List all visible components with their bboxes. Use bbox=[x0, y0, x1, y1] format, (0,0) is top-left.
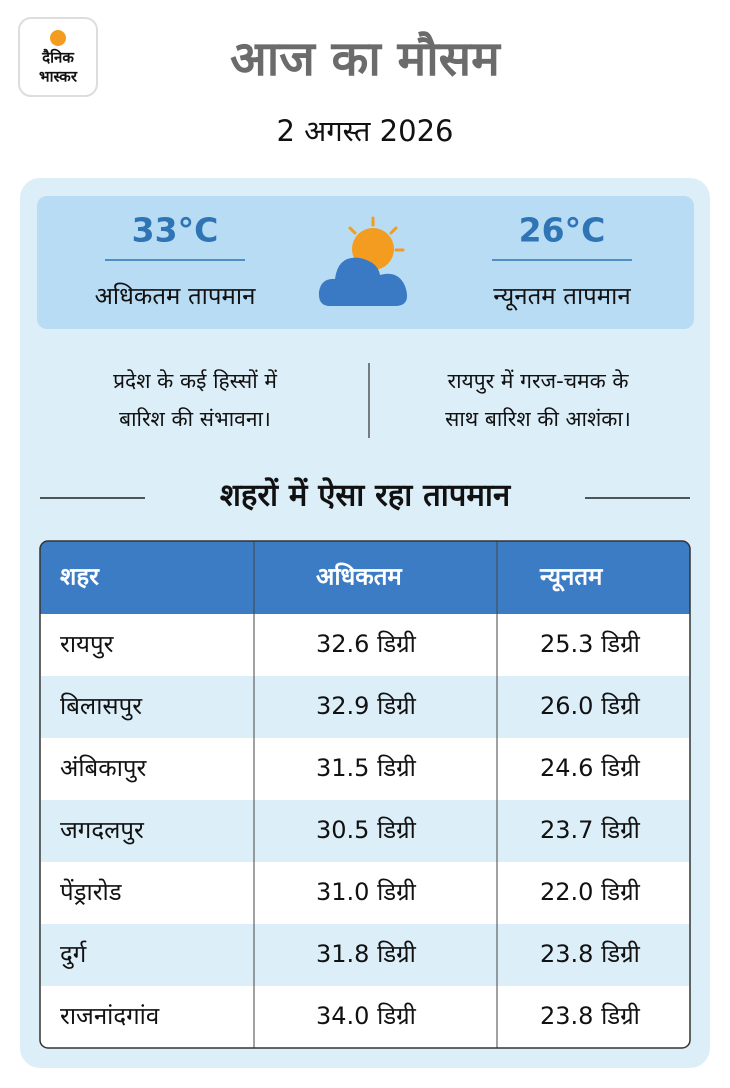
min-temp: 26°C bbox=[519, 211, 606, 250]
table-cell: 23.7 डिग्री bbox=[540, 816, 641, 844]
table-cell: 24.6 डिग्री bbox=[540, 754, 641, 782]
max-temp: 33°C bbox=[132, 211, 219, 250]
table-cell: 31.0 डिग्री bbox=[316, 878, 417, 906]
table-cell: 26.0 डिग्री bbox=[540, 692, 641, 720]
table-cell: रायपुर bbox=[60, 630, 115, 659]
min-label: न्यूनतम तापमान bbox=[493, 282, 631, 311]
table-cell: 23.8 डिग्री bbox=[540, 940, 641, 968]
weather-icon bbox=[318, 216, 408, 306]
column-header: न्यूनतम bbox=[539, 563, 604, 593]
note: साथ बारिश की आशंका। bbox=[445, 407, 631, 431]
column-header: अधिकतम bbox=[316, 563, 403, 591]
table-cell: बिलासपुर bbox=[60, 692, 143, 721]
table-cell: 22.0 डिग्री bbox=[540, 878, 641, 906]
table-cell: 25.3 डिग्री bbox=[540, 630, 641, 658]
table-cell: 32.9 डिग्री bbox=[316, 692, 417, 720]
table-bg bbox=[40, 541, 690, 1048]
section-title: शहरों में ऐसा रहा तापमान bbox=[220, 477, 512, 514]
note: बारिश की संभावना। bbox=[119, 407, 271, 431]
logo-text: दैनिक bbox=[41, 49, 75, 67]
table-cell: 32.6 डिग्री bbox=[316, 630, 417, 658]
row-stripe bbox=[41, 800, 689, 862]
column-header: शहर bbox=[60, 563, 100, 591]
logo-box bbox=[18, 17, 98, 97]
title: आज का मौसम bbox=[230, 31, 502, 87]
table-border bbox=[39, 540, 691, 1049]
table-cell: दुर्ग bbox=[60, 940, 87, 969]
table-cell: 23.8 डिग्री bbox=[540, 1002, 641, 1030]
table-cell: राजनांदगांव bbox=[60, 1002, 160, 1030]
table-cell: 34.0 डिग्री bbox=[316, 1002, 417, 1030]
date: 2 अगस्त 2026 bbox=[277, 114, 454, 148]
table-cell: अंबिकापुर bbox=[60, 754, 148, 783]
note: रायपुर में गरज-चमक के bbox=[447, 369, 629, 394]
table-cell: पेंड्रारोड bbox=[60, 878, 123, 906]
row-stripe bbox=[41, 924, 689, 986]
table-cell: जगदलपुर bbox=[60, 816, 145, 845]
table-cell: 31.5 डिग्री bbox=[316, 754, 417, 782]
table: शहर अधिकतम न्यूनतम रायपुर 32.6 डिग्री 25.3 डि… bbox=[39, 540, 691, 1049]
logo-dot bbox=[50, 30, 66, 46]
max-label: अधिकतम तापमान bbox=[95, 282, 257, 310]
table-cell: 30.5 डिग्री bbox=[316, 816, 417, 844]
table-cell: 31.8 डिग्री bbox=[316, 940, 417, 968]
logo-text: भास्कर bbox=[39, 68, 78, 86]
row-stripe bbox=[41, 676, 689, 738]
header-row bbox=[40, 541, 690, 614]
note: प्रदेश के कई हिस्सों में bbox=[113, 369, 277, 393]
